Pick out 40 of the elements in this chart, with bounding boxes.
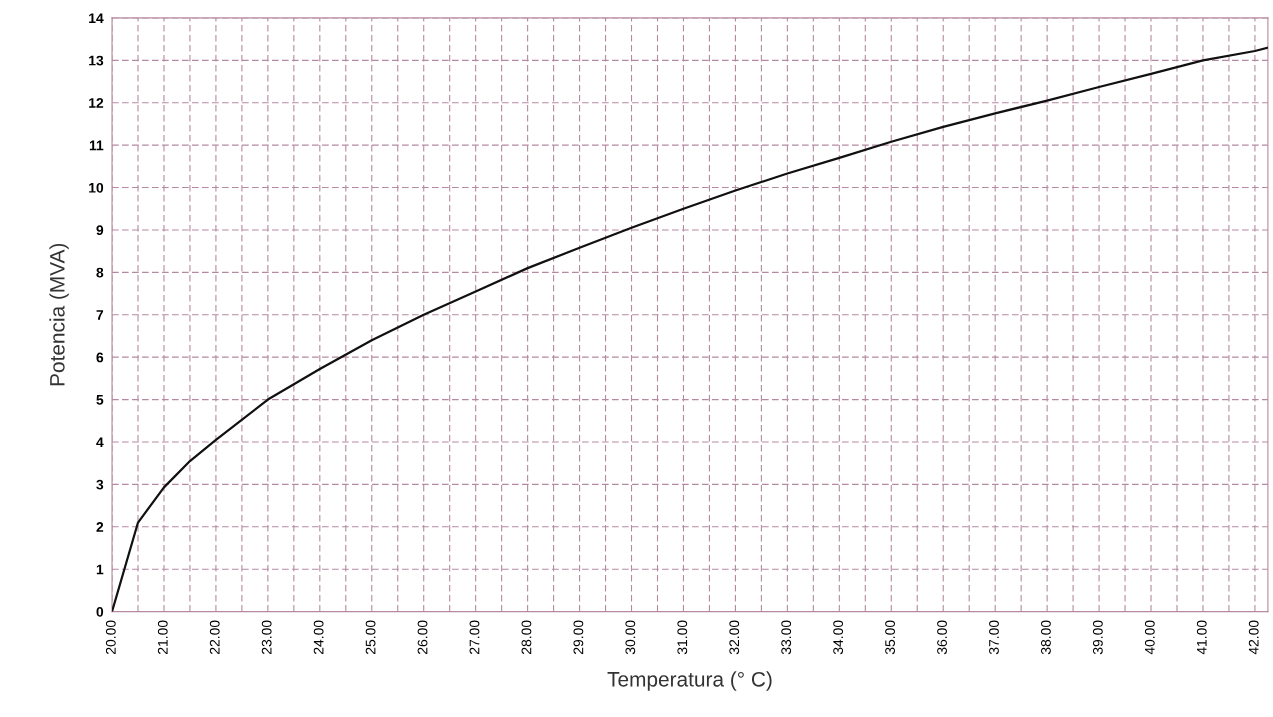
y-tick-label: 11 — [89, 140, 104, 151]
y-tick-label: 6 — [96, 352, 104, 363]
y-tick-label: 1 — [96, 564, 104, 575]
y-tick-label: 5 — [96, 395, 104, 405]
x-tick-label: 39.00 — [1092, 620, 1103, 655]
y-tick-label: 2 — [96, 522, 104, 532]
y-tick-label: 13 — [89, 55, 104, 66]
y-tick-label: 12 — [89, 98, 104, 108]
x-tick-label: 35.00 — [885, 620, 895, 655]
y-tick-label: 10 — [89, 182, 104, 193]
x-tick-label: 37.00 — [989, 620, 999, 655]
x-tick-label: 38.00 — [1041, 620, 1051, 655]
x-tick-label: 30.00 — [625, 620, 636, 655]
x-tick-label: 25.00 — [365, 620, 376, 654]
x-tick-label: 26.00 — [417, 620, 428, 654]
x-tick-label: 24.00 — [313, 620, 324, 654]
x-tick-label: 41.00 — [1196, 620, 1207, 655]
y-tick-label: 4 — [96, 437, 104, 448]
x-tick-label: 29.00 — [573, 620, 584, 654]
x-tick-label: 33.00 — [781, 620, 792, 655]
x-tick-label: 28.00 — [521, 620, 532, 654]
x-tick-label: 21.00 — [157, 620, 168, 654]
x-axis-title: Temperatura (° C) — [607, 671, 772, 691]
y-tick-label: 0 — [96, 606, 104, 617]
x-tick-label: 42.00 — [1248, 620, 1259, 655]
x-tick-label: 22.00 — [209, 620, 220, 654]
x-tick-label: 34.00 — [833, 620, 844, 655]
x-tick-label: 40.00 — [1144, 620, 1155, 655]
y-tick-label: 3 — [96, 479, 104, 490]
y-tick-label: 14 — [89, 13, 104, 23]
x-tick-label: 27.00 — [469, 620, 480, 654]
x-tick-label: 36.00 — [937, 620, 947, 655]
x-tick-label: 31.00 — [677, 620, 688, 655]
x-tick-label: 20.00 — [105, 620, 116, 654]
x-tick-label: 32.00 — [729, 620, 740, 655]
x-tick-label: 23.00 — [261, 620, 272, 654]
y-tick-label: 7 — [96, 310, 104, 320]
y-axis-title: Potencia (MVA) — [49, 243, 69, 386]
y-tick-label: 9 — [96, 225, 104, 236]
y-tick-label: 8 — [96, 267, 104, 278]
